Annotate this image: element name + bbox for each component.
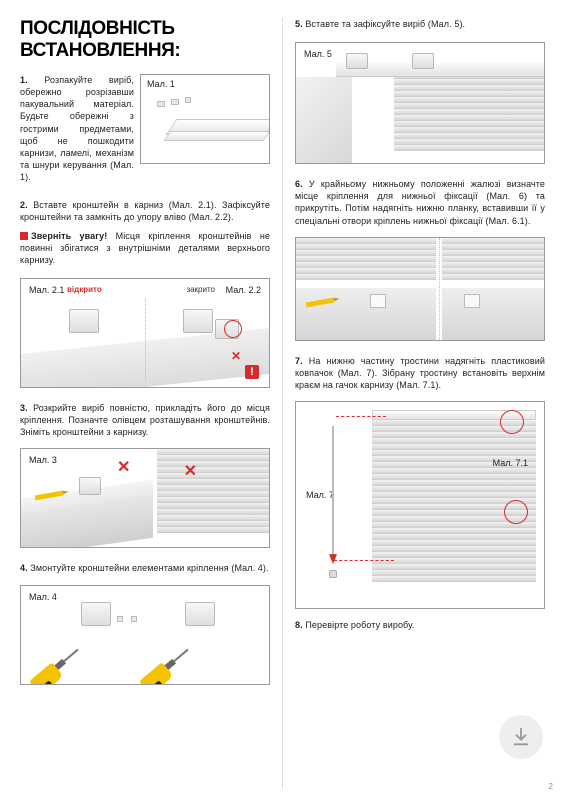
step-3-text: 3. Розкрийте виріб повністю, прикладіть … xyxy=(20,402,270,438)
fig4-screw2 xyxy=(131,616,137,622)
warning-bold: Зверніть увагу! xyxy=(31,231,107,241)
fig1-part2 xyxy=(171,99,179,105)
figure-6: Мал. 6 Мал. 6.1 xyxy=(295,237,545,341)
fig6-clip xyxy=(370,294,386,308)
step-2-body: Вставте кронштейн в карниз (Мал. 2.1). З… xyxy=(20,200,270,222)
step-1-num: 1. xyxy=(20,75,28,85)
fig6-right: Мал. 6.1 xyxy=(440,238,544,340)
fig61-sill xyxy=(442,288,544,340)
fig1-part1 xyxy=(157,101,165,107)
left-column: ПОСЛІДОВНІСТЬ ВСТАНОВЛЕННЯ: 1. Розпакуйт… xyxy=(20,18,282,789)
step-1-row: 1. Розпакуйте виріб, обережно розрізавши… xyxy=(20,74,270,189)
fig4-drill1 xyxy=(23,641,82,684)
fig1-part3 xyxy=(185,97,191,103)
fig7-wand-cap xyxy=(329,554,337,564)
fig5-bracket1 xyxy=(346,53,368,69)
fig2-bracket-left xyxy=(69,309,99,333)
warning-badge: ! xyxy=(245,365,259,379)
step-3-num: 3. xyxy=(20,403,28,413)
step-7-body: На нижню частину тростини надягніть плас… xyxy=(295,356,545,390)
step-4-body: Змонтуйте кронштейни елементами кріпленн… xyxy=(30,563,268,573)
step-8-text: 8. Перевірте роботу виробу. xyxy=(295,619,545,631)
fig5-wall xyxy=(296,77,352,163)
step-2-warning: Зверніть увагу! Місця кріплення кронштей… xyxy=(20,230,270,266)
fig4-screw1 xyxy=(117,616,123,622)
figure-22-label: Мал. 2.2 xyxy=(226,285,261,295)
fig3-x2-icon: ✕ xyxy=(184,461,197,481)
fig3-blinds xyxy=(157,449,269,547)
step-5-body: Вставте та зафіксуйте виріб (Мал. 5). xyxy=(305,19,465,29)
fig4-bracket1 xyxy=(81,602,111,626)
fig61-clip xyxy=(464,294,480,308)
fig7-leader1 xyxy=(336,416,386,417)
fig5-bracket2 xyxy=(412,53,434,69)
figure-1: Мал. 1 xyxy=(140,74,270,164)
fig61-slats-wrap xyxy=(442,238,544,288)
step-6-text: 6. У крайньому нижньому положенні жалюзі… xyxy=(295,178,545,227)
step-8-num: 8. xyxy=(295,620,303,630)
fig2-x-icon: ✕ xyxy=(231,349,241,363)
step-7-num: 7. xyxy=(295,356,303,366)
page-title: ПОСЛІДОВНІСТЬ ВСТАНОВЛЕННЯ: xyxy=(20,18,270,62)
figure-21-label: Мал. 2.1 xyxy=(29,285,64,295)
step-6-body: У крайньому нижньому положенні жалюзі ви… xyxy=(295,179,545,225)
figure-7: Мал. 7 Мал. 7.1 xyxy=(295,401,545,609)
step-2-num: 2. xyxy=(20,200,28,210)
open-label: відкрито xyxy=(67,285,102,294)
figure-7-label: Мал. 7 xyxy=(306,490,334,500)
warning-icon xyxy=(20,232,28,240)
step-5-num: 5. xyxy=(295,19,303,29)
fig4-drill2 xyxy=(133,641,192,684)
fig2-bracket-detail xyxy=(215,319,239,339)
step-3-body: Розкрийте виріб повністю, прикладіть йог… xyxy=(20,403,270,437)
fig7-circle2 xyxy=(504,500,528,524)
fig6-sill xyxy=(296,288,436,340)
fig5-blinds xyxy=(394,73,544,163)
fig7-leader2 xyxy=(334,560,394,561)
page-number: 2 xyxy=(549,782,553,791)
step-6-num: 6. xyxy=(295,179,303,189)
fig2-bracket-right xyxy=(183,309,213,333)
fig3-x1-icon: ✕ xyxy=(117,457,130,477)
step-4-text: 4. Змонтуйте кронштейни елементами кріпл… xyxy=(20,562,270,574)
right-column: 5. Вставте та зафіксуйте виріб (Мал. 5).… xyxy=(283,18,545,789)
step-8-body: Перевірте роботу виробу. xyxy=(305,620,414,630)
fig1-rail2 xyxy=(163,131,270,141)
figure-3-label: Мал. 3 xyxy=(29,455,57,465)
step-1-text: 1. Розпакуйте виріб, обережно розрізавши… xyxy=(20,74,134,183)
fig4-bracket2 xyxy=(185,602,215,626)
step-1-body: Розпакуйте виріб, обережно розрізавши па… xyxy=(20,75,134,182)
fig6-slats-wrap xyxy=(296,238,436,288)
step-5-text: 5. Вставте та зафіксуйте виріб (Мал. 5). xyxy=(295,18,545,30)
closed-label: закрито xyxy=(186,285,215,294)
page: ПОСЛІДОВНІСТЬ ВСТАНОВЛЕННЯ: 1. Розпакуйт… xyxy=(0,0,565,799)
download-badge[interactable] xyxy=(499,715,543,759)
fig7-cap-piece xyxy=(329,570,337,578)
step-7-text: 7. На нижню частину тростини надягніть п… xyxy=(295,355,545,391)
figure-1-label: Мал. 1 xyxy=(147,79,175,89)
figure-4: Мал. 4 xyxy=(20,585,270,685)
fig6-left: Мал. 6 xyxy=(296,238,440,340)
fig2-divider xyxy=(145,299,146,381)
fig5-slats xyxy=(394,73,544,163)
download-icon xyxy=(510,726,532,748)
figure-3: Мал. 3 ✕ ✕ xyxy=(20,448,270,548)
fig3-bracket xyxy=(79,477,101,495)
figure-5: Мал. 5 xyxy=(295,42,545,164)
step-2-text: 2. Вставте кронштейн в карниз (Мал. 2.1)… xyxy=(20,199,270,223)
fig7-wand xyxy=(332,426,334,556)
figure-71-label: Мал. 7.1 xyxy=(493,458,528,468)
figure-4-label: Мал. 4 xyxy=(29,592,57,602)
figure-5-label: Мал. 5 xyxy=(304,49,332,59)
fig7-circle1 xyxy=(500,410,524,434)
fig3-slats xyxy=(157,449,269,547)
fig2-circle xyxy=(224,320,242,338)
figure-2: Мал. 2.1 відкрито закрито Мал. 2.2 ✕ ! xyxy=(20,278,270,388)
step-4-num: 4. xyxy=(20,563,28,573)
